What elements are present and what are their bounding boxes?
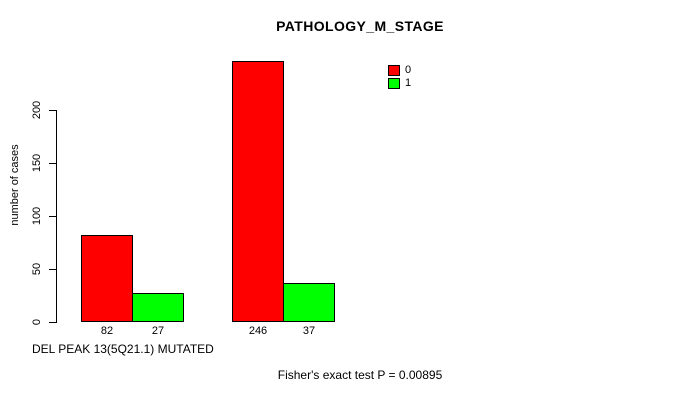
- y-tick-label: 100: [31, 206, 43, 226]
- bar-value-label: 27: [151, 325, 165, 337]
- y-tick-mark: [49, 216, 56, 217]
- y-axis-line: [56, 110, 57, 323]
- y-axis-title: number of cases: [9, 144, 21, 226]
- chart-title: PATHOLOGY_M_STAGE: [276, 18, 444, 34]
- y-tick-label: 150: [31, 153, 43, 173]
- x-axis-title: DEL PEAK 13(5Q21.1) MUTATED: [32, 342, 214, 356]
- y-tick-label: 50: [31, 262, 43, 276]
- bar-value-label: 82: [100, 325, 114, 337]
- y-tick-mark: [49, 110, 56, 111]
- legend-label: 0: [405, 64, 412, 76]
- y-tick-mark: [49, 322, 56, 323]
- bar-series-0-group-1: [81, 235, 133, 322]
- fisher-test-annotation: Fisher's exact test P = 0.00895: [277, 368, 443, 382]
- y-tick-label: 200: [31, 100, 43, 120]
- y-tick-label: 0: [31, 318, 43, 326]
- bar-series-1-group-2: [283, 283, 335, 322]
- bar-series-0-group-2: [232, 61, 284, 322]
- legend-item-1: 1: [388, 77, 411, 90]
- y-tick-mark: [49, 269, 56, 270]
- legend-item-0: 0: [388, 64, 411, 77]
- bar-series-1-group-1: [132, 293, 184, 322]
- legend-label: 1: [405, 77, 412, 89]
- bar-value-label: 37: [302, 325, 316, 337]
- y-tick-mark: [49, 163, 56, 164]
- bar-value-label: 246: [248, 325, 268, 337]
- legend-swatch-icon: [388, 78, 400, 89]
- legend-swatch-icon: [388, 65, 400, 76]
